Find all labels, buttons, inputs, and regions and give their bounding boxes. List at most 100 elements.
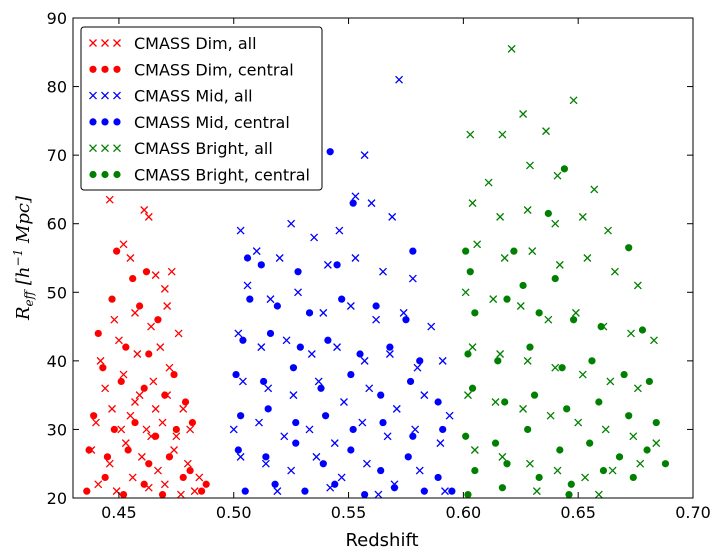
data-point	[551, 274, 559, 283]
data-point	[372, 315, 381, 324]
data-point	[595, 398, 603, 406]
data-point	[163, 302, 172, 310]
data-point	[117, 377, 125, 386]
data-point	[154, 316, 162, 324]
legend-label: CMASS Mid, all	[134, 87, 253, 106]
legend-marker	[101, 91, 109, 100]
data-point	[305, 425, 314, 434]
y-axis-label: Reff [h−1 Mpc]	[11, 195, 36, 321]
data-point	[126, 254, 135, 262]
data-point	[594, 490, 603, 499]
data-point	[108, 295, 116, 303]
data-point	[408, 274, 417, 283]
y-tick-label: 80	[47, 78, 67, 97]
data-point	[395, 75, 404, 84]
data-point	[468, 199, 477, 208]
data-point	[347, 370, 355, 379]
data-point	[252, 247, 261, 256]
x-tick-label: 0.55	[331, 503, 367, 522]
series-0	[87, 195, 204, 499]
data-point	[131, 308, 139, 317]
data-point	[294, 268, 302, 276]
legend-marker	[113, 118, 121, 126]
data-point	[160, 284, 169, 293]
data-point	[377, 391, 385, 399]
data-point	[466, 268, 474, 276]
data-point	[516, 302, 525, 310]
data-point	[94, 480, 103, 489]
data-point	[569, 316, 578, 324]
data-point	[468, 343, 477, 352]
data-point	[652, 418, 660, 427]
data-point	[498, 452, 507, 461]
data-point	[94, 329, 102, 338]
legend-entry: CMASS Bright, central	[89, 166, 310, 185]
y-tick-label: 20	[47, 489, 67, 508]
legend-marker	[101, 170, 109, 179]
data-point	[652, 439, 661, 448]
data-point	[535, 309, 543, 317]
data-point	[427, 322, 436, 331]
data-point	[229, 425, 238, 434]
data-point	[535, 473, 543, 482]
data-point	[170, 370, 178, 379]
data-point	[96, 356, 105, 365]
data-point	[195, 473, 204, 482]
data-point	[643, 446, 651, 454]
data-point	[445, 411, 454, 420]
data-point	[390, 484, 399, 492]
legend-entry: CMASS Bright, all	[89, 139, 273, 158]
data-point	[137, 452, 146, 461]
legend: CMASS Dim, all CMASS Dim, central CMASS Mi…	[80, 26, 323, 191]
data-point	[312, 452, 321, 461]
data-point	[494, 357, 502, 365]
data-point	[119, 490, 128, 499]
data-point	[338, 295, 346, 303]
data-point	[266, 295, 275, 304]
data-point	[234, 446, 242, 454]
data-point	[122, 343, 130, 351]
data-point	[259, 377, 268, 386]
series-2	[229, 75, 454, 499]
legend-label: CMASS Dim, all	[134, 34, 257, 53]
data-point	[356, 350, 364, 358]
data-point	[586, 439, 594, 447]
data-point	[294, 288, 302, 297]
data-point	[124, 446, 132, 454]
x-tick-label: 0.45	[101, 503, 137, 522]
data-point	[501, 398, 509, 406]
data-point	[633, 281, 642, 290]
data-point	[434, 398, 442, 406]
data-point	[441, 487, 449, 496]
data-point	[110, 425, 118, 434]
data-point	[620, 370, 628, 379]
data-point	[413, 363, 422, 372]
data-point	[360, 151, 369, 160]
data-point	[188, 418, 197, 427]
legend-label: CMASS Bright, central	[134, 166, 310, 185]
legend-entry: CMASS Mid, all	[89, 87, 253, 106]
data-point	[461, 288, 470, 297]
data-point	[333, 261, 341, 269]
data-point	[519, 404, 528, 413]
data-point	[135, 302, 144, 310]
data-point	[340, 398, 348, 406]
data-point	[574, 418, 583, 427]
data-point	[129, 274, 137, 283]
data-point	[287, 466, 296, 475]
data-point	[156, 343, 165, 352]
data-point	[578, 370, 587, 379]
data-point	[83, 487, 91, 495]
data-point	[142, 425, 151, 434]
data-point	[172, 425, 180, 434]
data-point	[264, 405, 272, 413]
data-point	[241, 487, 249, 495]
data-point	[114, 336, 123, 345]
points-layer	[83, 44, 670, 499]
data-point	[650, 336, 658, 345]
legend-marker	[113, 144, 121, 153]
data-point	[289, 364, 298, 372]
data-point	[661, 460, 670, 468]
data-point	[287, 219, 296, 228]
data-point	[496, 212, 505, 221]
